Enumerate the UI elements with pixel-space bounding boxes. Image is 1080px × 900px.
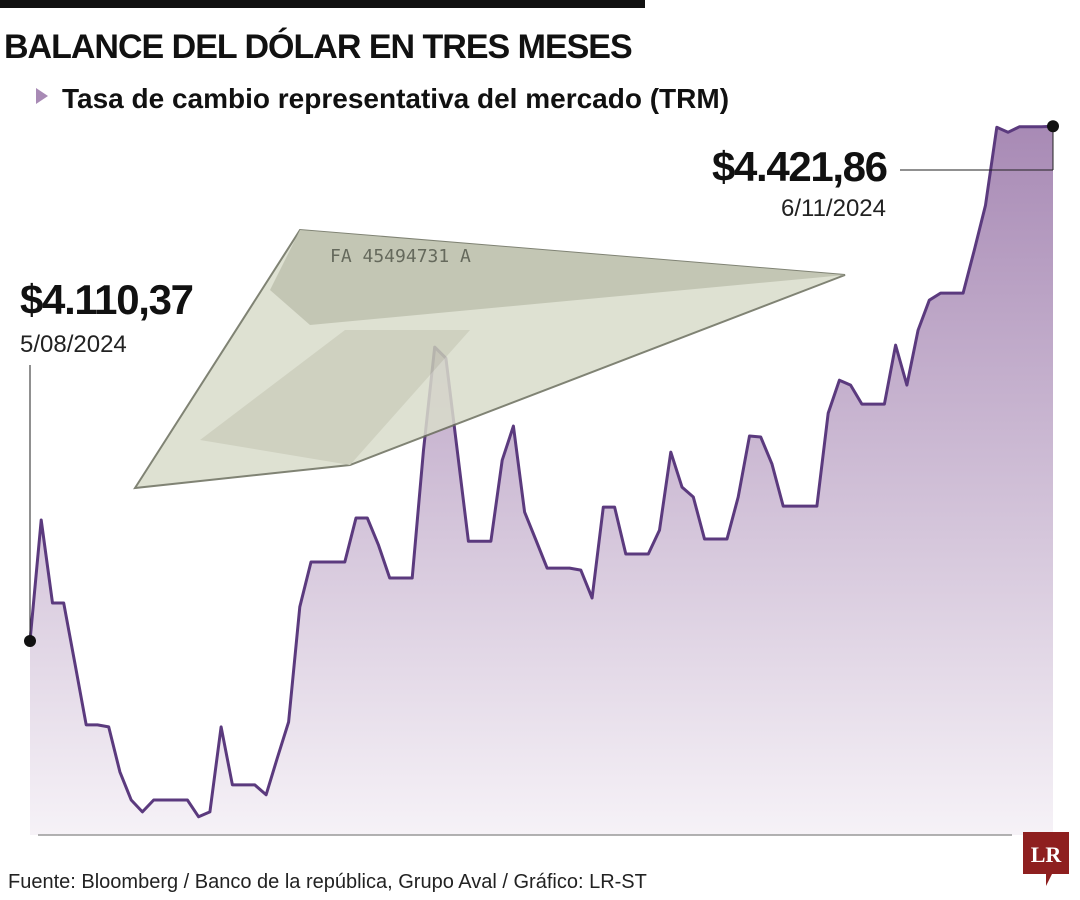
end-dot — [24, 635, 36, 648]
line — [28, 124, 1054, 819]
logo-text: LR — [1031, 842, 1063, 867]
svg-text:FA 45494731 A: FA 45494731 A — [330, 246, 471, 267]
chart-subtitle: Tasa de cambio representativa del mercad… — [62, 83, 729, 114]
value-label: $4.421,86 — [712, 143, 887, 190]
plot-area — [28, 124, 1054, 835]
area — [30, 126, 1053, 835]
date-label: 5/08/2024 — [20, 331, 127, 358]
bullet — [36, 88, 48, 104]
chart-title: BALANCE DEL DÓLAR EN TRES MESES — [4, 28, 632, 66]
end-dot — [1047, 120, 1059, 133]
source-note: Fuente: Bloomberg / Banco de la repúblic… — [8, 871, 647, 893]
logo: LR — [1023, 832, 1069, 886]
date-label: 6/11/2024 — [781, 195, 886, 222]
top-rule — [0, 0, 645, 8]
banknote-plane: FA 45494731 A — [133, 228, 846, 490]
value-label: $4.110,37 — [20, 276, 193, 323]
